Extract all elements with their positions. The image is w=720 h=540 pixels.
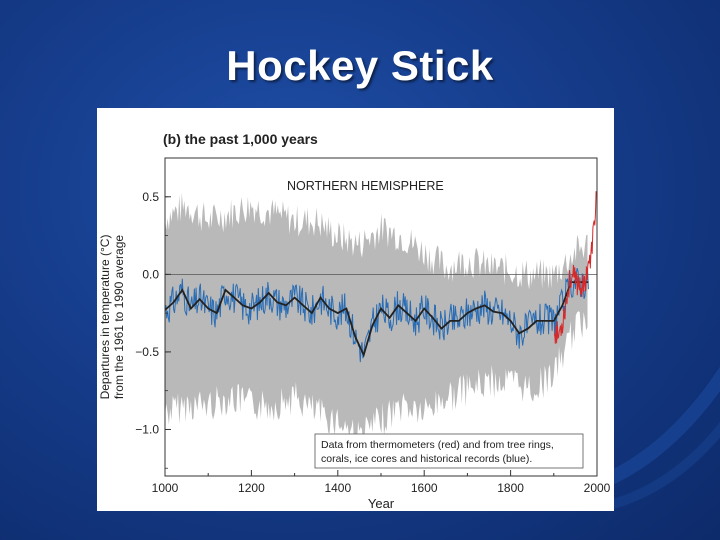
proxy-smoothed-line [164,281,589,358]
y-axis-label-line1: Departures in temperature (°C) [98,235,112,400]
x-tick-label: 1600 [411,481,438,495]
chart-title: (b) the past 1,000 years [163,131,318,147]
legend-box [314,433,584,469]
x-tick-label: 1000 [152,481,179,495]
chart-annotation: NORTHERN HEMISPHERE [287,179,444,193]
x-axis-label: Year [368,496,395,511]
thermometer-series-line [554,191,597,344]
proxy-series-line [164,267,589,363]
hockey-stick-chart: 1000 1200 1400 1600 1800 2000 0.5 0.0 −0.5 −1.0 (b… [98,131,611,511]
x-tick-label: 2000 [584,481,611,495]
x-tick-label: 1400 [324,481,351,495]
y-tick-label: 0.0 [142,267,159,281]
x-tick-label: 1800 [497,481,524,495]
y-tick-label: −0.5 [135,345,159,359]
y-tick-label: 0.5 [142,190,159,204]
slide-title: Hockey Stick [226,42,494,89]
legend-text-line2: corals, ice cores and historical records… [321,453,532,465]
chart-figure: 1000 1200 1400 1600 1800 2000 0.5 0.0 −0.5 −1.0 (b… [97,108,614,511]
y-axis-label-line2: from the 1961 to 1990 average [112,235,126,399]
legend-text-line1: Data from thermometers (red) and from tr… [321,439,554,451]
x-tick-label: 1200 [238,481,265,495]
y-tick-label: −1.0 [135,422,159,436]
